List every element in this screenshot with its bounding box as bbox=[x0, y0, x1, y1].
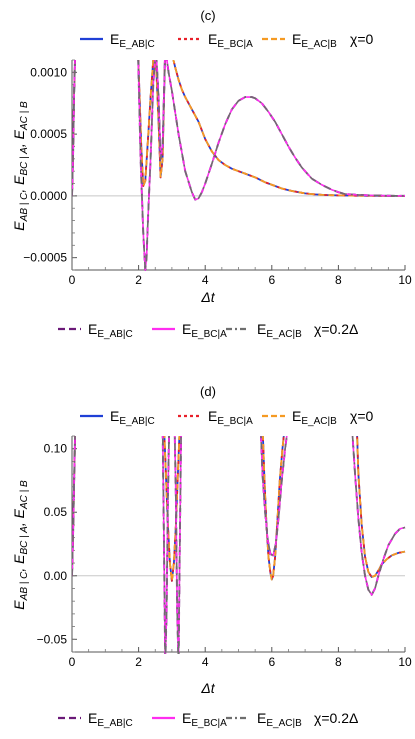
panel-c-ylabel: EAB | C, EBC | A, EAC | B bbox=[11, 101, 30, 231]
x-tick-label: 0 bbox=[69, 273, 76, 287]
y-tick-label: 0.0005 bbox=[30, 127, 67, 141]
y-tick-label: 0.00 bbox=[44, 569, 68, 583]
x-tick-label: 4 bbox=[202, 273, 209, 287]
panel-c-plot bbox=[72, 60, 406, 271]
x-tick-label: 8 bbox=[335, 273, 342, 287]
panel-d: (d) EE_AB|C EE_BC|A EE_AC|B χ=0 0 2 4 6 8 10 −… bbox=[11, 384, 412, 729]
series-line-chi0-3 bbox=[72, 436, 406, 582]
series-line-chi02-2 bbox=[72, 60, 406, 271]
panel-d-ylabel: EAB | C, EBC | A, EAC | B bbox=[11, 480, 30, 610]
legend-d-top-entry-2: EE_BC|A bbox=[208, 408, 253, 427]
legend-d-bottom-entry-1: EE_AB|C bbox=[88, 710, 133, 729]
x-tick-label: 2 bbox=[135, 655, 142, 669]
x-tick-label: 2 bbox=[135, 273, 142, 287]
legend-d-bottom-entry-3: EE_AC|B bbox=[257, 710, 302, 729]
series-line-chi02-2 bbox=[72, 436, 406, 654]
legend-d-top-suffix: χ=0 bbox=[350, 408, 374, 424]
legend-d-top-entry-3: EE_AC|B bbox=[292, 408, 337, 427]
y-tick-label: 0.05 bbox=[44, 505, 68, 519]
series-line-chi02-3 bbox=[72, 60, 406, 271]
y-tick-label: −0.0005 bbox=[23, 251, 67, 265]
panel-c-legend-bottom: EE_AB|C EE_BC|A EE_AC|B χ=0.2Δ bbox=[58, 321, 358, 340]
legend-c-bottom-suffix: χ=0.2Δ bbox=[314, 321, 358, 337]
y-tick-label: 0.0000 bbox=[30, 189, 67, 203]
series-line-chi0-1 bbox=[72, 60, 406, 197]
panel-c-label: (c) bbox=[200, 8, 215, 23]
legend-d-top-entry-1: EE_AB|C bbox=[110, 408, 155, 427]
x-tick-label: 8 bbox=[335, 655, 342, 669]
x-tick-label: 10 bbox=[398, 655, 412, 669]
y-tick-label: −0.05 bbox=[37, 632, 68, 646]
legend-d-bottom-entry-2: EE_BC|A bbox=[182, 710, 227, 729]
legend-c-top-entry-3: EE_AC|B bbox=[292, 31, 337, 50]
panel-d-label: (d) bbox=[200, 384, 216, 399]
x-tick-label: 6 bbox=[268, 655, 275, 669]
series-line-chi02-1 bbox=[72, 60, 406, 271]
panel-d-axes: 0 2 4 6 8 10 −0.05 0.00 0.05 0.10 bbox=[37, 435, 412, 669]
panel-d-legend-top: EE_AB|C EE_BC|A EE_AC|B χ=0 bbox=[80, 408, 374, 427]
series-line-chi0-2 bbox=[72, 436, 406, 582]
panel-d-plot bbox=[72, 436, 406, 654]
panel-c-axes: 0 2 4 6 8 10 −0.0005 0.0000 0.0005 0.0010 bbox=[23, 59, 412, 287]
legend-c-bottom-entry-2: EE_BC|A bbox=[182, 321, 227, 340]
legend-c-bottom-entry-3: EE_AC|B bbox=[257, 321, 302, 340]
x-tick-label: 4 bbox=[202, 655, 209, 669]
panel-d-legend-bottom: EE_AB|C EE_BC|A EE_AC|B χ=0.2Δ bbox=[58, 710, 358, 729]
legend-c-top-suffix: χ=0 bbox=[350, 31, 374, 47]
legend-d-bottom-suffix: χ=0.2Δ bbox=[314, 710, 358, 726]
panel-c-xlabel: Δt bbox=[200, 289, 215, 305]
legend-c-bottom-entry-1: EE_AB|C bbox=[88, 321, 133, 340]
panel-d-xlabel: Δt bbox=[200, 680, 215, 696]
series-line-chi0-3 bbox=[72, 60, 406, 197]
y-tick-label: 0.10 bbox=[44, 442, 68, 456]
panel-c-legend-top: EE_AB|C EE_BC|A EE_AC|B χ=0 bbox=[80, 31, 374, 50]
y-tick-label: 0.0010 bbox=[30, 65, 67, 79]
series-line-chi0-2 bbox=[72, 60, 406, 197]
series-line-chi02-3 bbox=[72, 436, 406, 654]
x-tick-label: 0 bbox=[69, 655, 76, 669]
legend-c-top-entry-2: EE_BC|A bbox=[208, 31, 253, 50]
legend-c-top-entry-1: EE_AB|C bbox=[110, 31, 155, 50]
x-tick-label: 10 bbox=[398, 273, 412, 287]
series-line-chi02-1 bbox=[72, 436, 406, 654]
panel-c: (c) EE_AB|C EE_BC|A EE_AC|B χ=0 0 2 4 6 8 10 −… bbox=[11, 8, 412, 340]
x-tick-label: 6 bbox=[268, 273, 275, 287]
series-line-chi0-1 bbox=[72, 436, 406, 582]
